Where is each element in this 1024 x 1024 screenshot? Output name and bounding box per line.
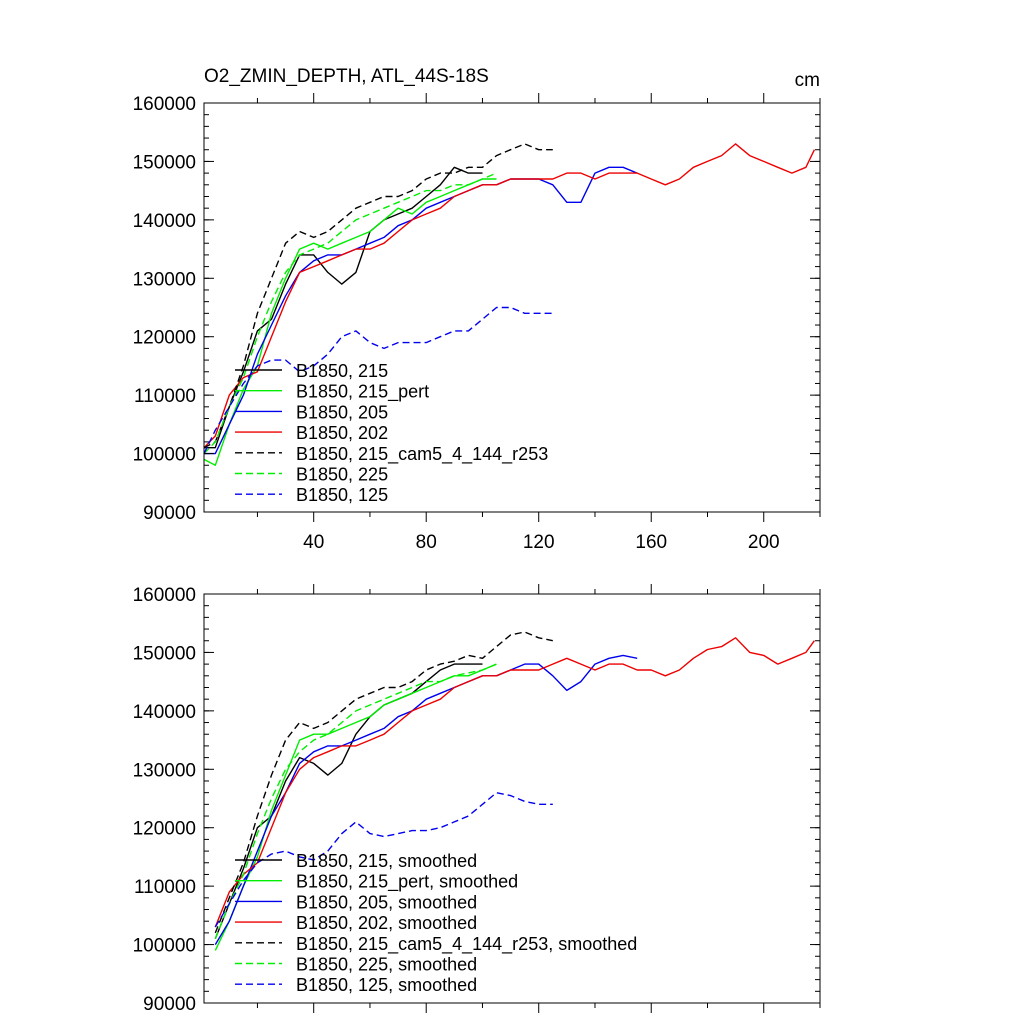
- legend-label: B1850, 205, smoothed: [296, 892, 477, 912]
- y-tick-label: 110000: [134, 877, 196, 898]
- x-tick-label: 80: [416, 532, 437, 553]
- legend-label: B1850, 205: [296, 402, 388, 422]
- y-tick-label: 100000: [133, 936, 196, 957]
- legend-label: B1850, 215: [296, 361, 388, 381]
- y-tick-label: 90000: [143, 503, 196, 524]
- series-line-3: [203, 143, 816, 449]
- y-tick-label: 120000: [133, 819, 196, 840]
- legend-label: B1850, 215, smoothed: [296, 851, 477, 871]
- series-line-6: [203, 306, 553, 454]
- legend-label: B1850, 125: [296, 485, 388, 505]
- y-tick-label: 140000: [133, 211, 196, 232]
- units-label: cm: [795, 70, 820, 91]
- legend-label: B1850, 225, smoothed: [296, 955, 477, 975]
- y-tick-label: 150000: [133, 643, 196, 664]
- series-line-0: [214, 663, 483, 939]
- x-tick-label: 160: [635, 532, 667, 553]
- top-panel: 90000 100000 110000 120000 130000 140000 15000…: [133, 93, 821, 553]
- chart-title: O2_ZMIN_DEPTH, ATL_44S-18S: [204, 66, 489, 87]
- y-tick-label: 100000: [133, 445, 196, 466]
- y-tick-label: 160000: [133, 94, 196, 115]
- legend-label: B1850, 125, smoothed: [296, 975, 477, 995]
- y-tick-label: 140000: [133, 702, 196, 723]
- plot-frame: [203, 102, 821, 513]
- legend-label: B1850, 202: [296, 423, 388, 443]
- legend-label: B1850, 202, smoothed: [296, 913, 477, 933]
- y-tick-label: 130000: [133, 760, 196, 781]
- x-tick-label: 120: [523, 532, 555, 553]
- legend-label: B1850, 215_pert: [296, 382, 429, 403]
- legend-label: B1850, 215_cam5_4_144_r253: [296, 444, 548, 465]
- series-line-4: [203, 143, 553, 449]
- legend-label: B1850, 215_cam5_4_144_r253, smoothed: [296, 934, 637, 955]
- series-line-2: [204, 166, 638, 455]
- x-tick-label: 200: [748, 532, 780, 553]
- series-line-5: [214, 663, 497, 939]
- legend-label: B1850, 225: [296, 465, 388, 485]
- plot-frame: [203, 593, 821, 1004]
- series-line-6: [214, 792, 553, 928]
- y-tick-label: 160000: [133, 585, 196, 606]
- x-tick-label: 40: [303, 532, 324, 553]
- bottom-panel: 90000 100000 110000 120000 130000 140000 15000…: [133, 584, 821, 1015]
- y-tick-label: 110000: [134, 386, 196, 407]
- legend-label: B1850, 215_pert, smoothed: [296, 872, 518, 893]
- y-tick-label: 130000: [133, 269, 196, 290]
- y-tick-label: 150000: [133, 152, 196, 173]
- y-tick-label: 90000: [143, 994, 196, 1015]
- series-line-5: [203, 172, 497, 455]
- y-tick-label: 120000: [133, 328, 196, 349]
- series-line-1: [203, 178, 497, 466]
- series-line-4: [214, 631, 553, 934]
- series-line-3: [214, 637, 815, 928]
- series-line-0: [204, 166, 483, 449]
